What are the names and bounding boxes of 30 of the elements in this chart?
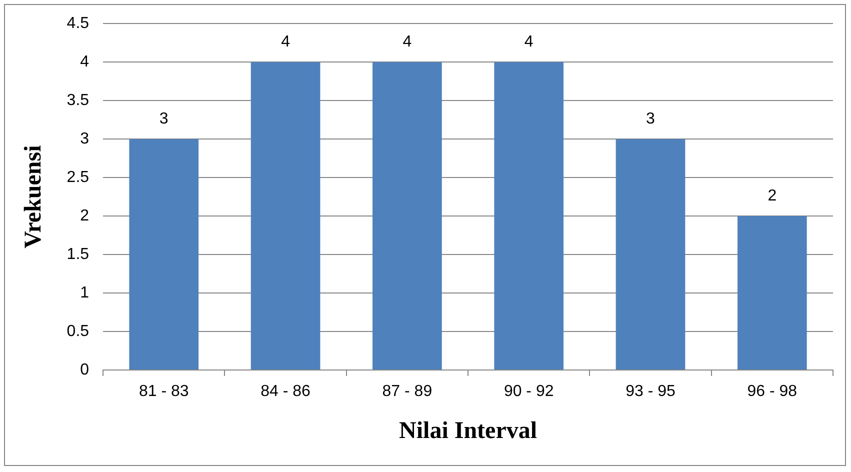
data-label: 3: [159, 110, 168, 128]
data-label: 2: [768, 187, 777, 204]
y-tick-label: 1: [80, 284, 90, 302]
x-axis-title: Nilai Interval: [399, 418, 538, 444]
x-tick-label: 84 - 86: [260, 383, 311, 400]
bar: [737, 216, 807, 370]
y-tick-label: 0.5: [66, 322, 90, 340]
data-label: 3: [646, 110, 656, 128]
y-axis-title: Vrekuensi: [20, 144, 47, 248]
y-tick-label: 2.5: [66, 168, 90, 186]
x-tick-label: 87 - 89: [382, 383, 432, 400]
y-tick-label: 1.5: [66, 246, 90, 263]
bar: [372, 62, 442, 370]
bar: [250, 62, 320, 370]
y-tick-label: 4: [80, 53, 90, 70]
y-tick-label: 4.5: [66, 15, 90, 32]
x-tick-label: 90 - 92: [504, 383, 554, 400]
data-label: 4: [402, 33, 412, 50]
x-tick-label: 96 - 98: [747, 383, 798, 400]
data-label: 4: [524, 33, 534, 50]
x-tick-label: 93 - 95: [626, 383, 676, 400]
y-tick-label: 2: [80, 207, 90, 224]
y-tick-label: 3.5: [66, 92, 90, 109]
bar: [129, 139, 199, 370]
y-tick-label: 0: [80, 361, 90, 378]
bar: [494, 62, 564, 370]
data-label: 4: [281, 33, 290, 50]
x-tick-label: 81 - 83: [138, 383, 189, 400]
y-tick-label: 3: [80, 130, 90, 148]
bar: [616, 139, 686, 370]
